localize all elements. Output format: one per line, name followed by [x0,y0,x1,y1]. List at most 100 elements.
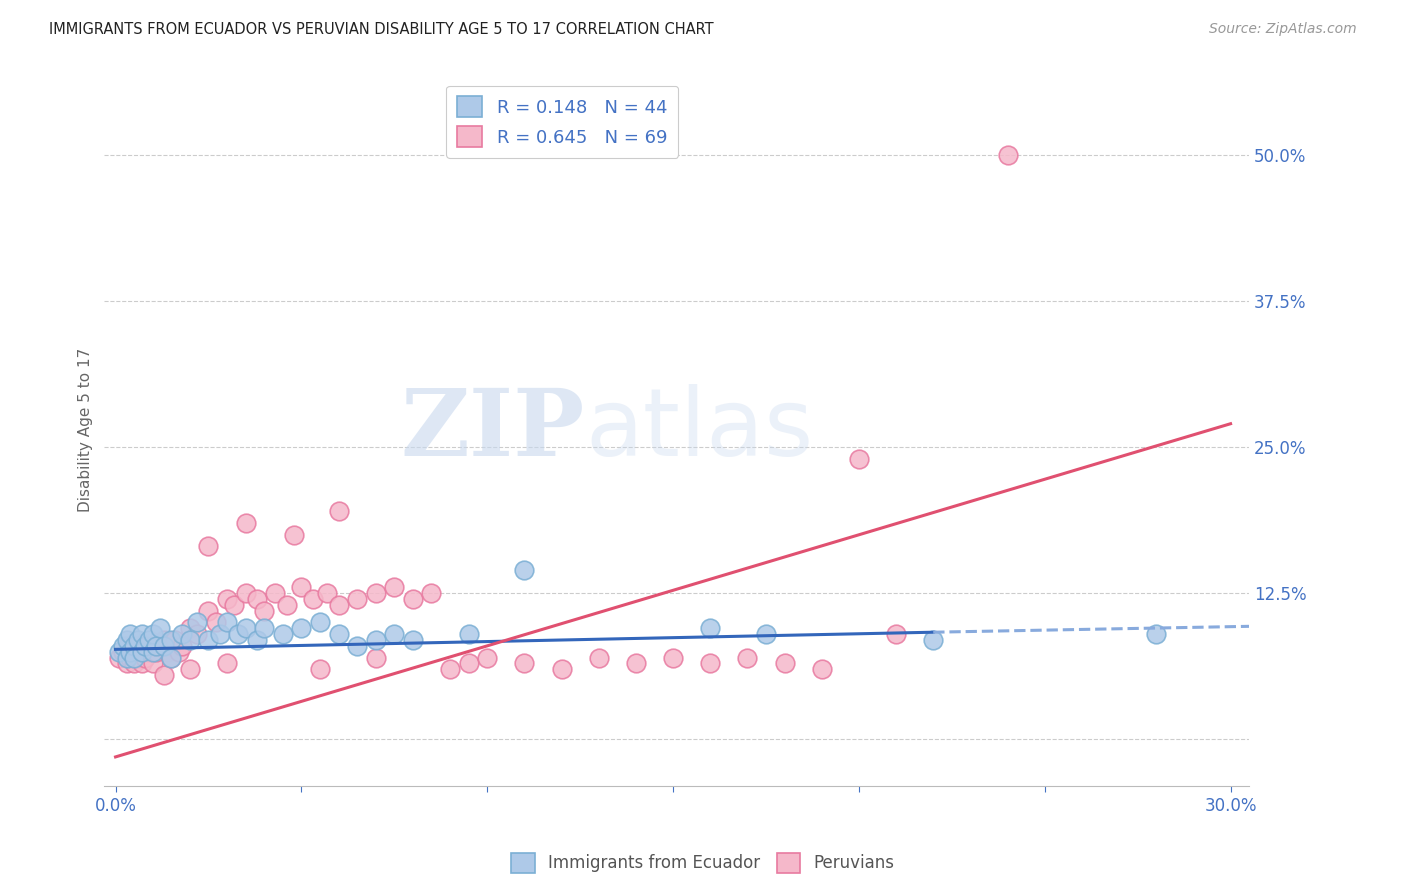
Point [364,632,387,647]
Point [884,627,907,641]
Point [127,632,149,647]
Point [309,615,332,630]
Point [142,657,165,671]
Point [364,650,387,665]
Point [120,650,142,665]
Point [276,598,298,612]
Point [215,657,238,671]
Point [205,615,228,630]
Point [160,650,183,665]
Point [382,581,405,595]
Point [439,662,461,676]
Point [197,540,219,554]
Point [271,627,294,641]
Legend: R = 0.148   N = 44, R = 0.645   N = 69: R = 0.148 N = 44, R = 0.645 N = 69 [446,86,678,158]
Point [131,645,153,659]
Point [160,650,183,665]
Point [246,632,269,647]
Point [142,645,165,659]
Point [309,662,332,676]
Y-axis label: Disability Age 5 to 17: Disability Age 5 to 17 [79,348,93,512]
Text: ZIP: ZIP [401,384,585,475]
Point [588,650,610,665]
Point [316,586,339,600]
Point [328,504,350,518]
Point [111,639,134,653]
Point [264,586,287,600]
Point [120,645,142,659]
Point [153,639,176,653]
Point [149,621,172,635]
Point [208,627,231,641]
Point [346,639,368,653]
Point [848,451,870,466]
Point [127,650,149,665]
Text: Source: ZipAtlas.com: Source: ZipAtlas.com [1209,22,1357,37]
Point [364,586,387,600]
Point [179,632,201,647]
Point [134,639,156,653]
Point [283,528,305,542]
Point [755,627,778,641]
Point [131,627,153,641]
Point [122,645,145,659]
Point [115,639,138,653]
Point [922,632,945,647]
Point [108,645,131,659]
Point [253,621,276,635]
Point [328,627,350,641]
Point [153,632,176,647]
Point [235,516,257,530]
Point [134,639,156,653]
Point [131,645,153,659]
Point [160,639,183,653]
Point [420,586,443,600]
Point [699,657,721,671]
Point [138,632,160,647]
Point [122,639,145,653]
Point [737,650,759,665]
Point [156,645,179,659]
Point [624,657,647,671]
Point [197,632,219,647]
Point [160,632,183,647]
Point [179,621,201,635]
Point [115,657,138,671]
Point [186,615,208,630]
Point [235,586,257,600]
Point [457,627,479,641]
Point [235,621,257,635]
Point [179,662,201,676]
Point [224,598,246,612]
Point [108,650,131,665]
Point [163,632,186,647]
Point [145,645,167,659]
Point [172,639,194,653]
Point [997,148,1019,162]
Point [134,650,156,665]
Point [402,592,425,607]
Point [145,639,167,653]
Point [290,621,312,635]
Point [810,662,832,676]
Point [172,627,194,641]
Point [253,604,276,618]
Point [662,650,685,665]
Point [457,657,479,671]
Point [186,627,208,641]
Point [167,645,190,659]
Point [346,592,368,607]
Point [142,639,165,653]
Point [111,645,134,659]
Point [131,657,153,671]
Point [127,639,149,653]
Point [328,598,350,612]
Point [699,621,721,635]
Point [122,650,145,665]
Point [513,657,536,671]
Text: IMMIGRANTS FROM ECUADOR VS PERUVIAN DISABILITY AGE 5 TO 17 CORRELATION CHART: IMMIGRANTS FROM ECUADOR VS PERUVIAN DISA… [49,22,714,37]
Legend: Immigrants from Ecuador, Peruvians: Immigrants from Ecuador, Peruvians [505,847,901,880]
Point [115,650,138,665]
Point [215,615,238,630]
Point [115,632,138,647]
